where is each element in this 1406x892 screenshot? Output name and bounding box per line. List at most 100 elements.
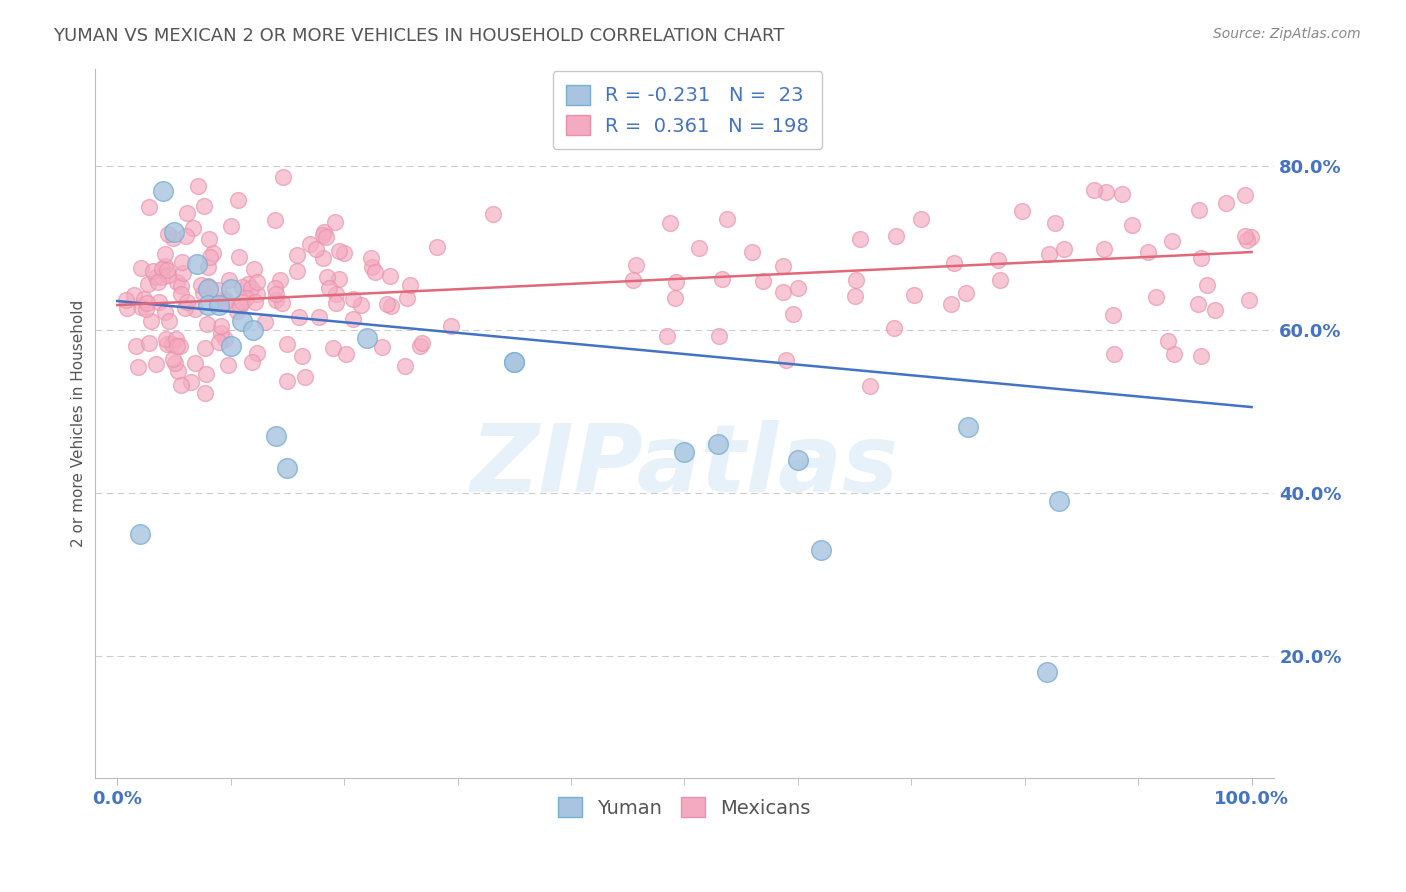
Point [956, 420, 979, 434]
Point [772, 259, 794, 273]
Point [1038, 246, 1060, 260]
Point [375, 297, 398, 311]
Point [153, 247, 176, 261]
Point [197, 298, 219, 312]
Point [165, 332, 187, 346]
Point [1043, 216, 1066, 230]
Point [988, 272, 1011, 286]
Point [176, 206, 198, 220]
Point [775, 352, 797, 367]
Point [673, 445, 696, 459]
Point [129, 300, 152, 314]
Point [318, 281, 340, 295]
Point [195, 367, 218, 381]
Point [782, 307, 804, 321]
Point [219, 282, 242, 296]
Point [1234, 188, 1257, 202]
Point [190, 278, 212, 293]
Point [659, 216, 682, 230]
Point [1036, 665, 1059, 680]
Point [332, 246, 354, 260]
Point [155, 332, 177, 346]
Point [394, 359, 416, 373]
Point [169, 339, 191, 353]
Point [264, 428, 287, 442]
Point [1136, 244, 1159, 259]
Point [264, 281, 287, 295]
Point [398, 278, 420, 293]
Point [294, 370, 316, 384]
Point [325, 296, 347, 310]
Point [122, 288, 145, 302]
Point [308, 310, 330, 324]
Point [360, 251, 382, 265]
Point [298, 237, 321, 252]
Point [207, 283, 229, 297]
Point [236, 277, 259, 292]
Point [162, 352, 184, 367]
Point [181, 221, 204, 235]
Point [1187, 297, 1209, 311]
Point [197, 282, 219, 296]
Point [139, 314, 162, 328]
Point [153, 259, 176, 273]
Point [1240, 230, 1263, 244]
Point [264, 212, 287, 227]
Point [688, 241, 710, 255]
Point [380, 299, 402, 313]
Point [269, 273, 291, 287]
Point [503, 355, 526, 369]
Point [1157, 334, 1180, 348]
Point [186, 257, 208, 271]
Point [328, 272, 350, 286]
Point [246, 346, 269, 360]
Point [350, 298, 373, 312]
Point [395, 291, 418, 305]
Point [135, 295, 157, 310]
Point [325, 287, 347, 301]
Point [371, 340, 394, 354]
Point [228, 250, 250, 264]
Point [323, 215, 346, 229]
Point [1161, 234, 1184, 248]
Point [264, 287, 287, 301]
Point [315, 230, 337, 244]
Point [1047, 494, 1070, 508]
Point [751, 274, 773, 288]
Point [1188, 203, 1211, 218]
Point [711, 272, 734, 286]
Point [626, 258, 648, 272]
Point [1163, 347, 1185, 361]
Point [231, 280, 253, 294]
Point [170, 286, 193, 301]
Point [231, 294, 253, 309]
Point [285, 248, 308, 262]
Point [883, 320, 905, 334]
Point [235, 291, 257, 305]
Point [170, 378, 193, 392]
Point [271, 169, 294, 184]
Point [134, 292, 156, 306]
Point [440, 319, 463, 334]
Point [285, 264, 308, 278]
Point [1095, 185, 1118, 199]
Point [288, 310, 311, 325]
Point [270, 296, 292, 310]
Point [148, 275, 170, 289]
Point [364, 265, 387, 279]
Point [360, 260, 382, 274]
Point [125, 339, 148, 353]
Point [312, 225, 335, 239]
Point [138, 200, 160, 214]
Point [380, 269, 402, 284]
Point [503, 355, 526, 369]
Point [707, 437, 730, 451]
Point [156, 262, 179, 277]
Point [129, 526, 152, 541]
Point [145, 269, 167, 284]
Point [115, 293, 138, 307]
Point [411, 335, 433, 350]
Point [156, 268, 179, 282]
Point [657, 329, 679, 343]
Point [176, 295, 198, 310]
